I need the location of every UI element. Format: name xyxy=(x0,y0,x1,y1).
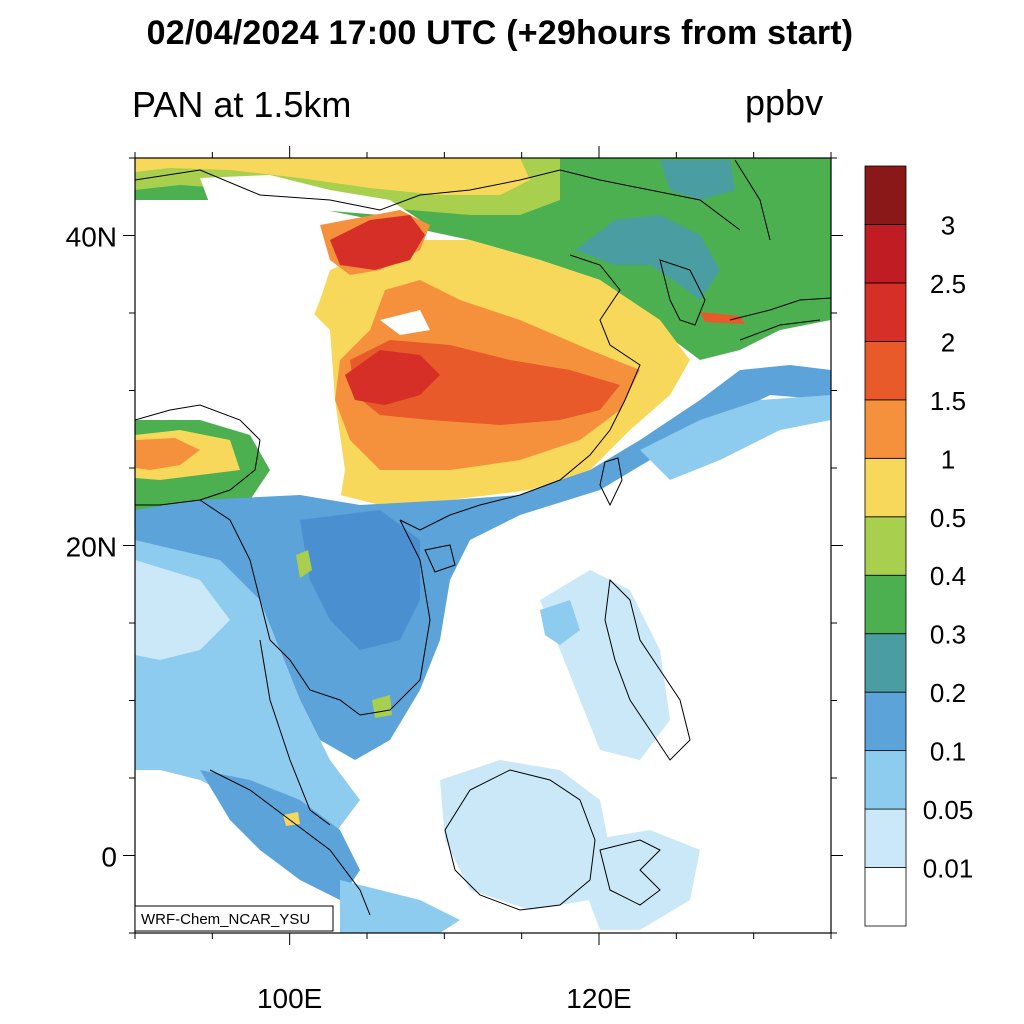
coast-sumatra xyxy=(209,769,371,916)
colorbar-segment xyxy=(864,224,907,284)
coast-korea xyxy=(659,259,706,326)
lat-tick-label: 0 xyxy=(101,842,117,873)
coast-hainan xyxy=(424,544,456,573)
field-darkblue-indochina xyxy=(300,510,420,650)
colorbar-label: 1.5 xyxy=(930,386,966,416)
field-yellow-malaysia xyxy=(283,812,300,826)
field-green-north xyxy=(135,158,831,360)
colorbar-segment xyxy=(864,340,907,401)
colorbar-label: 2 xyxy=(941,327,955,357)
coast-malay-peninsula xyxy=(259,639,331,826)
map-ticks xyxy=(123,146,843,945)
colorbar-label: 1 xyxy=(941,444,955,474)
field-palest-sulawesi xyxy=(585,830,700,930)
colorbar-segment xyxy=(864,867,907,927)
colorbar-label: 3 xyxy=(941,210,955,240)
lat-tick-label: 20N xyxy=(66,532,117,563)
map-title: 02/04/2024 17:00 UTC (+29hours from star… xyxy=(146,14,854,52)
field-lightblue-java xyxy=(340,880,460,933)
coast-philippines xyxy=(604,578,691,761)
coast-india-himalaya xyxy=(135,404,261,506)
field-orange-japan xyxy=(700,312,745,324)
coast-taiwan xyxy=(599,457,623,507)
colorbar-segment xyxy=(864,282,907,342)
coast-china-east xyxy=(399,254,641,531)
field-lightblue-scs xyxy=(540,600,580,645)
map-plot: 40N 20N 0 100E 120E WRF-Chem_NCAR_YSU xyxy=(66,146,843,1014)
field-yellow-north xyxy=(135,158,530,195)
colorbar-segment xyxy=(864,165,907,225)
field-white-plume-gap xyxy=(380,310,430,335)
colorbar-segment xyxy=(864,516,907,576)
coast-sulawesi xyxy=(599,839,661,906)
colorbar-segment xyxy=(864,691,907,752)
credit-label: WRF-Chem_NCAR_YSU xyxy=(141,911,310,928)
field-teal-ne xyxy=(660,160,735,200)
colorbar-label: 0.4 xyxy=(930,561,966,591)
field-yellowgreen-myanmar xyxy=(296,550,312,578)
lat-tick-label: 40N xyxy=(66,222,117,253)
map-tick-labels: 40N 20N 0 100E 120E xyxy=(66,222,632,1015)
credit-box xyxy=(134,905,334,932)
colorbar-segment xyxy=(864,457,907,518)
colorbar-label: 0.1 xyxy=(930,737,966,767)
colorbar-label: 0.05 xyxy=(923,795,974,825)
field-blue-sumatra xyxy=(200,770,360,900)
field-red-north xyxy=(330,215,425,270)
colorbar-segment xyxy=(864,808,907,868)
colorbar-segment xyxy=(864,574,907,635)
colorbar-label: 0.5 xyxy=(930,503,966,533)
field-teal-korea xyxy=(575,215,720,300)
colorbar-segment xyxy=(864,750,907,810)
colorbar-label: 0.01 xyxy=(923,854,974,884)
units-title: ppbv xyxy=(745,82,824,123)
colorbar-label: 0.2 xyxy=(930,678,966,708)
colorbar-label: 0.3 xyxy=(930,620,966,650)
colorbar-segment xyxy=(864,399,907,459)
pan-concentration-field xyxy=(135,158,831,933)
colorbar-labels: 0.01 0.05 0.1 0.2 0.3 0.4 0.5 1 1.5 2 2.5 3 xyxy=(923,210,974,883)
lon-tick-label: 100E xyxy=(257,983,322,1014)
coastlines xyxy=(135,159,831,916)
field-orange-india xyxy=(135,438,200,470)
field-lightblue-east xyxy=(640,395,831,480)
coast-borneo xyxy=(444,769,596,911)
variable-title: PAN at 1.5km xyxy=(132,84,352,125)
field-red-plume xyxy=(345,350,440,405)
colorbar-label: 2.5 xyxy=(930,269,966,299)
field-white-tibet xyxy=(135,240,345,500)
colorbar-segment xyxy=(864,633,907,693)
colorbar xyxy=(864,165,907,927)
field-palest-borneo xyxy=(440,760,610,910)
field-white-north xyxy=(200,175,420,220)
field-palest-sea xyxy=(135,560,230,660)
coast-indochina xyxy=(199,499,431,716)
coast-japan xyxy=(729,159,831,341)
field-blue-sea xyxy=(135,365,831,760)
border-china-north xyxy=(135,169,741,231)
lon-tick-label: 120E xyxy=(566,983,631,1014)
